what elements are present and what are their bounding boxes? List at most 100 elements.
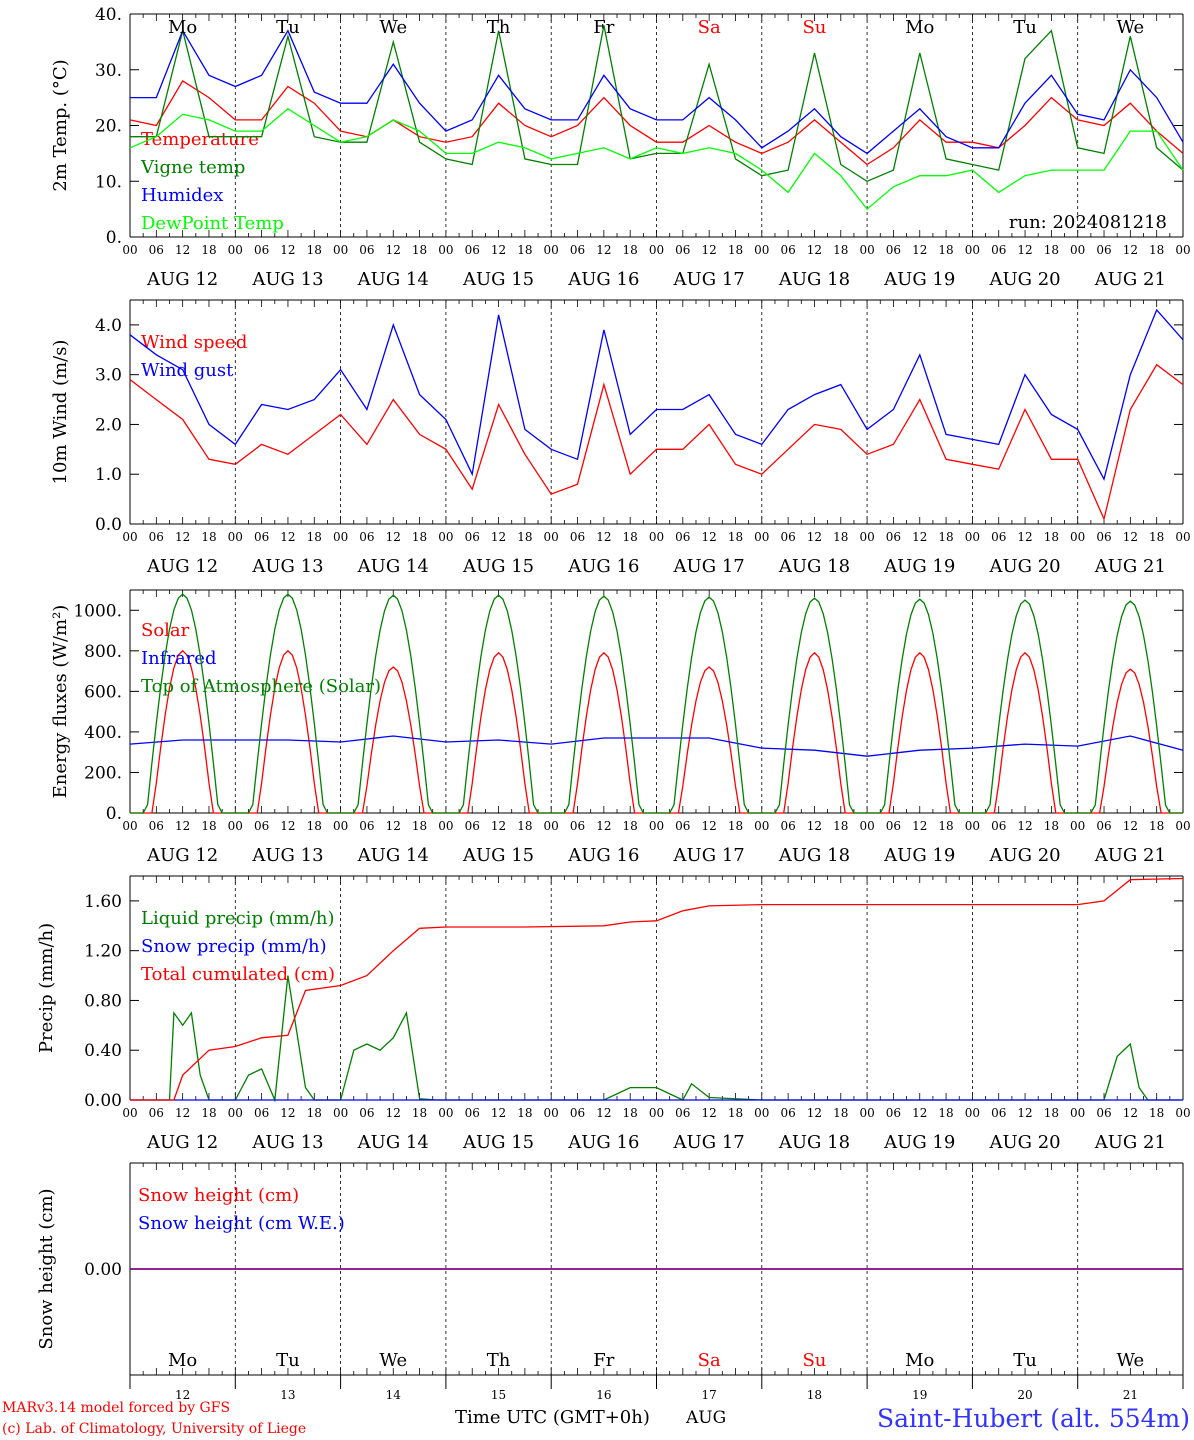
weekday-label: Tu <box>1013 17 1037 38</box>
series-line-infrared <box>129 735 1184 757</box>
hour-label: 06 <box>570 819 585 833</box>
hour-label: 06 <box>465 819 480 833</box>
hour-label: 00 <box>333 1106 348 1120</box>
hour-label: 18 <box>1044 1106 1059 1120</box>
hour-label: 00 <box>544 1106 559 1120</box>
hour-label: 12 <box>280 1106 295 1120</box>
hour-label: 06 <box>780 243 795 257</box>
hour-label: 00 <box>1070 819 1085 833</box>
hour-label: 18 <box>623 243 638 257</box>
weekday-label: Mo <box>168 17 197 38</box>
hour-label: 00 <box>1175 1106 1190 1120</box>
hour-label: 18 <box>623 819 638 833</box>
hour-label: 18 <box>412 530 427 544</box>
hour-label: 12 <box>807 530 822 544</box>
hour-label: 00 <box>1175 243 1190 257</box>
month-label: AUG <box>685 1408 726 1428</box>
y-tick-label: 0. <box>106 804 122 824</box>
day-number: 12 <box>175 1388 190 1402</box>
weekday-label: Su <box>802 1350 826 1371</box>
hour-label: 18 <box>938 530 953 544</box>
hour-label: 12 <box>386 1106 401 1120</box>
hour-label: 12 <box>596 243 611 257</box>
hour-label: 18 <box>1044 819 1059 833</box>
hour-label: 00 <box>122 243 137 257</box>
date-label: AUG 16 <box>567 1132 639 1153</box>
hour-label: 00 <box>859 819 874 833</box>
hour-label: 06 <box>886 530 901 544</box>
y-tick-label: 1.60 <box>84 892 122 912</box>
series-line-total-cumulated-cm- <box>130 877 1184 1101</box>
hour-label: 18 <box>412 1106 427 1120</box>
hour-label: 00 <box>333 819 348 833</box>
series-line-temperature <box>129 79 1184 166</box>
legend-entry: Vigne temp <box>140 157 245 178</box>
y-tick-label: 1.20 <box>84 942 122 962</box>
footer-model-text: MARv3.14 model forced by GFS <box>2 1400 230 1416</box>
hour-label: 18 <box>1149 243 1164 257</box>
hour-label: 18 <box>517 530 532 544</box>
date-label: AUG 19 <box>883 1132 955 1153</box>
hour-label: 00 <box>1070 530 1085 544</box>
hour-label: 06 <box>570 1106 585 1120</box>
hour-label: 06 <box>991 243 1006 257</box>
day-number: 18 <box>807 1388 822 1402</box>
hour-label: 12 <box>1017 530 1032 544</box>
y-tick-label: 1000. <box>73 601 122 621</box>
hour-label: 12 <box>912 819 927 833</box>
y-tick-label: 10. <box>95 172 122 192</box>
weekday-label: We <box>1117 17 1145 38</box>
hour-label: 06 <box>675 1106 690 1120</box>
series-line-wind-gust <box>129 308 1184 482</box>
hour-label: 18 <box>307 530 322 544</box>
day-number: 21 <box>1123 1388 1138 1402</box>
legend-entry: Temperature <box>141 129 259 150</box>
hour-label: 12 <box>912 1106 927 1120</box>
date-label: AUG 15 <box>462 845 534 866</box>
date-label: AUG 12 <box>146 556 218 577</box>
hour-label: 06 <box>359 243 374 257</box>
y-tick-label: 20. <box>95 117 122 137</box>
date-label: AUG 15 <box>462 556 534 577</box>
hour-label: 06 <box>1096 819 1111 833</box>
date-label: AUG 20 <box>988 1132 1060 1153</box>
hour-label: 06 <box>465 243 480 257</box>
hour-label: 18 <box>517 243 532 257</box>
hour-label: 00 <box>544 243 559 257</box>
weekday-label: Fr <box>593 1350 614 1371</box>
hour-label: 18 <box>1044 530 1059 544</box>
hour-label: 18 <box>517 819 532 833</box>
weekday-label: We <box>1117 1350 1145 1371</box>
hour-label: 18 <box>201 819 216 833</box>
date-label: AUG 18 <box>778 1132 850 1153</box>
hour-label: 00 <box>965 819 980 833</box>
date-label: AUG 14 <box>357 556 429 577</box>
hour-label: 12 <box>912 243 927 257</box>
date-label: AUG 17 <box>673 845 745 866</box>
time-axis-label: Time UTC (GMT+0h) <box>455 1407 650 1428</box>
hour-label: 18 <box>623 530 638 544</box>
legend-entry: Top of Atmosphere (Solar) <box>141 676 381 697</box>
y-tick-label: 0. <box>106 228 122 248</box>
hour-label: 00 <box>438 819 453 833</box>
y-tick-label: 30. <box>95 61 122 81</box>
hour-label: 06 <box>359 530 374 544</box>
hour-label: 18 <box>1149 819 1164 833</box>
date-label: AUG 20 <box>988 845 1060 866</box>
date-label: AUG 18 <box>778 269 850 290</box>
weekday-label: Mo <box>905 17 934 38</box>
legend-entry: Solar <box>141 620 190 641</box>
date-label: AUG 19 <box>883 556 955 577</box>
hour-label: 18 <box>728 530 743 544</box>
legend-entry: Total cumulated (cm) <box>141 964 335 985</box>
hour-label: 06 <box>780 819 795 833</box>
hour-label: 06 <box>570 530 585 544</box>
hour-label: 06 <box>465 530 480 544</box>
weekday-label: Fr <box>593 17 614 38</box>
hour-label: 12 <box>175 530 190 544</box>
hour-label: 12 <box>702 243 717 257</box>
hour-label: 06 <box>359 1106 374 1120</box>
run-annotation: run: 2024081218 <box>1009 212 1167 233</box>
date-label: AUG 21 <box>1094 1132 1166 1153</box>
hour-label: 18 <box>1044 243 1059 257</box>
